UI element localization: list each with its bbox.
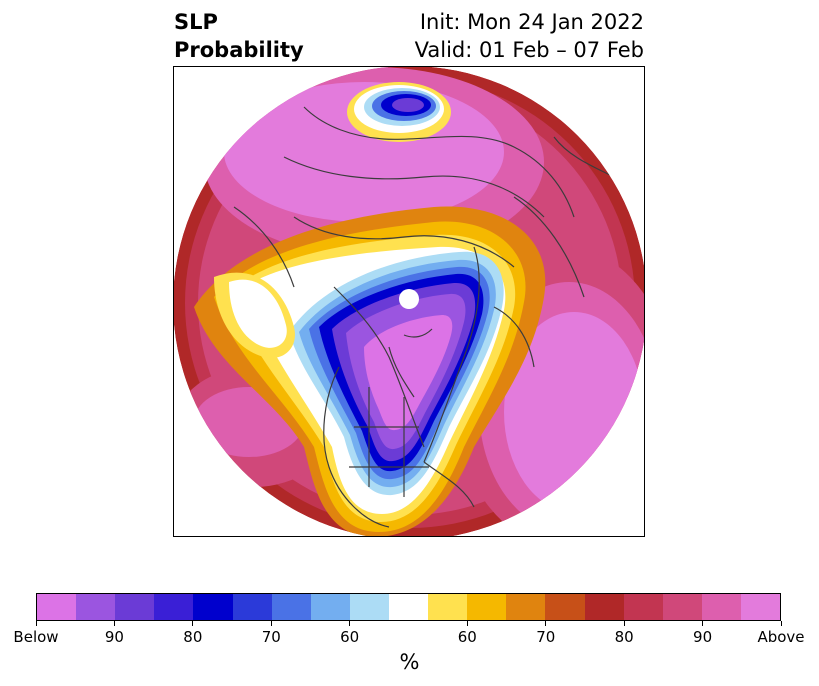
colorbar-tick	[545, 621, 547, 626]
colorbar-swatch	[388, 594, 429, 620]
colorbar-swatch	[584, 594, 624, 620]
colorbar-tick-label: 70	[261, 628, 281, 646]
colorbar-tick	[349, 621, 351, 626]
probability-map	[174, 67, 644, 536]
colorbar-swatch	[271, 594, 311, 620]
colorbar-swatch	[506, 594, 546, 620]
colorbar-tick-label: 80	[614, 628, 634, 646]
valid-range: Valid: 01 Feb – 07 Feb	[414, 38, 644, 62]
colorbar-tick-label: 60	[340, 628, 360, 646]
colorbar-swatch	[154, 594, 194, 620]
title-variable: SLP	[174, 10, 218, 34]
colorbar-swatch	[310, 594, 350, 620]
colorbar-tick	[466, 621, 468, 626]
colorbar-tick	[702, 621, 704, 626]
colorbar-unit: %	[399, 650, 420, 674]
colorbar-tick-label: 90	[693, 628, 713, 646]
colorbar-swatch	[701, 594, 741, 620]
colorbar-tick-label: 90	[104, 628, 124, 646]
colorbar-swatch	[349, 594, 389, 620]
colorbar-tick	[780, 621, 782, 626]
probability-field	[174, 67, 644, 536]
colorbar-tick-label: Above	[757, 628, 805, 646]
coastlines	[233, 106, 615, 528]
colorbar-swatch	[740, 594, 781, 620]
title-type: Probability	[174, 38, 304, 62]
colorbar-tick	[35, 621, 37, 626]
colorbar-swatch	[662, 594, 702, 620]
colorbar-tick	[113, 621, 115, 626]
colorbar-swatch	[467, 594, 507, 620]
init-date: Init: Mon 24 Jan 2022	[419, 10, 644, 34]
colorbar-tick	[623, 621, 625, 626]
polar-map	[173, 66, 645, 537]
colorbar-swatch	[76, 594, 116, 620]
colorbar	[36, 593, 781, 621]
colorbar-tick-label: 70	[536, 628, 556, 646]
colorbar-tick	[270, 621, 272, 626]
colorbar-swatch	[115, 594, 155, 620]
title-left: SLP Probability	[174, 8, 304, 64]
colorbar-tick-label: 80	[183, 628, 203, 646]
colorbar-tick	[192, 621, 194, 626]
colorbar-swatch	[428, 594, 468, 620]
title-right: Init: Mon 24 Jan 2022 Valid: 01 Feb – 07…	[415, 8, 644, 64]
colorbar-ticks	[35, 621, 782, 629]
colorbar-swatch	[232, 594, 272, 620]
colorbar-tick-label: 60	[457, 628, 477, 646]
colorbar-tick-label: Below	[13, 628, 59, 646]
colorbar-swatch	[545, 594, 585, 620]
colorbar-swatch	[623, 594, 663, 620]
colorbar-swatch	[37, 594, 77, 620]
colorbar-swatch	[193, 594, 233, 620]
